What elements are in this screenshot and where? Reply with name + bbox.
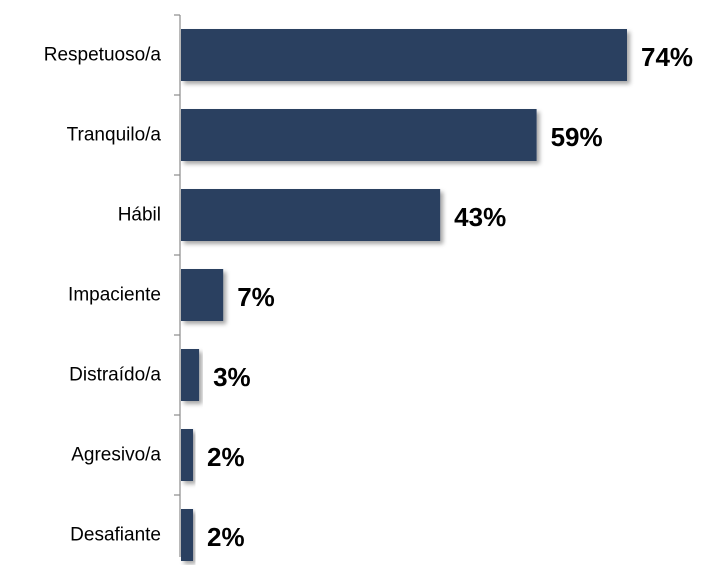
category-label: Hábil <box>118 205 161 226</box>
category-label: Tranquilo/a <box>67 125 162 146</box>
value-label: 3% <box>213 362 251 392</box>
category-label: Distraído/a <box>69 365 161 386</box>
bar <box>181 429 194 481</box>
bars-group <box>181 29 627 561</box>
bar <box>181 189 441 241</box>
y-axis-ticks <box>174 14 180 496</box>
value-labels: 74% 59% 43% 7% 3% 2% 2% <box>207 42 693 552</box>
bar <box>181 29 627 81</box>
category-label: Respetuoso/a <box>44 45 162 66</box>
value-label: 2% <box>207 442 245 472</box>
value-label: 7% <box>237 282 275 312</box>
value-label: 59% <box>551 122 603 152</box>
value-label: 2% <box>207 522 245 552</box>
category-label: Desafiante <box>70 525 161 546</box>
bar <box>181 349 200 401</box>
value-label: 74% <box>641 42 693 72</box>
value-label: 43% <box>454 202 506 232</box>
bar <box>181 269 224 321</box>
category-label: Agresivo/a <box>71 445 161 466</box>
bar <box>181 109 537 161</box>
category-label: Impaciente <box>68 285 161 306</box>
category-labels: Respetuoso/a Tranquilo/a Hábil Impaciente Di… <box>44 45 162 546</box>
bar <box>181 509 194 561</box>
